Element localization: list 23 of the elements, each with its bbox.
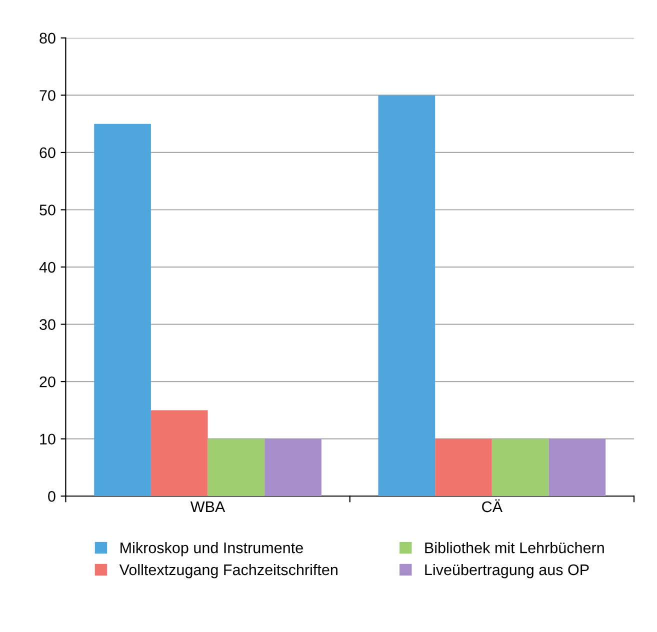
- bar: [150, 410, 208, 496]
- y-tick-label: 70: [40, 90, 56, 101]
- bar: [492, 438, 549, 496]
- bar: [378, 95, 436, 496]
- bar: [94, 124, 151, 496]
- bar: [264, 438, 322, 496]
- x-tick-label: WBA: [190, 502, 226, 512]
- legend-label: Volltextzugang Fachzeitschriften: [119, 564, 338, 578]
- y-tick-label: 40: [39, 262, 56, 273]
- legend-label: Mikroskop und Instrumente: [120, 542, 303, 556]
- legend-label: Liveübertragung aus OP: [425, 564, 589, 578]
- bar: [548, 438, 606, 496]
- legend-label: Bibliothek mit Lehrbüchern: [425, 542, 604, 554]
- y-tick-label: 60: [40, 147, 56, 158]
- y-tick-label: 30: [40, 319, 56, 330]
- y-tick-label: 80: [40, 32, 56, 44]
- bar: [208, 438, 265, 496]
- y-tick-label: 20: [40, 376, 56, 388]
- bar: [435, 438, 492, 496]
- y-tick-label: 0: [48, 490, 56, 502]
- y-tick-label: 10: [40, 434, 56, 445]
- y-tick-label: 50: [40, 204, 56, 216]
- x-tick-label: CÄ: [482, 499, 503, 512]
